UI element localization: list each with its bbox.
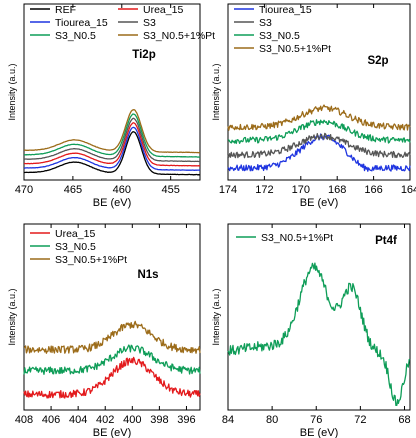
series-line-s3 [227,132,411,159]
x-axis-label: BE (eV) [93,197,132,209]
x-tick-label: 164 [401,184,416,196]
series-line-s3-n0-5 [24,113,201,158]
panel-label-n1s: N1s [137,269,158,281]
legend-label-s3-n0-5-1-pt: S3_N0.5+1%Pt [259,43,331,55]
legend-label-urea-15: Urea_15 [143,4,183,16]
x-tick-label: 76 [310,414,322,426]
x-axis-label: BE (eV) [300,427,339,438]
x-tick-label: 470 [15,184,33,196]
panel-s2p: 174 172 170 168 166 164 BE (eV) Intensity (a.u.… [211,3,416,209]
y-axis-label: Intensity (a.u.) [211,63,221,120]
series-line-urea-15 [23,356,201,399]
x-tick-label: 80 [266,414,278,426]
series-line-s3-n0-5 [228,119,411,145]
x-tick-label: 404 [69,414,87,426]
x-tick-label: 408 [15,414,33,426]
y-axis-label: Intensity (a.u.) [211,288,221,345]
panel-label-ti2p: Ti2p [132,49,155,61]
x-tick-label: 398 [150,414,168,426]
x-tick-label: 400 [123,414,141,426]
series-line-s3-n0-5-1-pt [227,104,411,131]
x-tick-label: 406 [42,414,60,426]
x-axis-label: BE (eV) [300,197,339,209]
x-tick-label: 465 [64,184,82,196]
legend-label-ref: REF [55,4,76,16]
x-tick-label: 68 [398,414,410,426]
legend-label-s3-n0-5: S3_N0.5 [55,30,96,42]
legend-label-s3-n0-5-1-pt: S3_N0.5+1%Pt [143,30,215,42]
series-line-tiourea-15 [23,126,201,172]
x-tick-label: 455 [161,184,179,196]
series-line-tiourea-15 [227,133,411,172]
x-axis-label: BE (eV) [93,427,132,438]
legend-label-s3-n0-5-1-pt: S3_N0.5+1%Pt [261,232,333,244]
x-tick-label: 396 [177,414,195,426]
series-line-s3-n0-5-1-pt [23,109,201,154]
panel-pt4f: 84 80 76 72 68 BE (eV) Intensity (a.u.) S3_N0.5… [211,223,411,438]
legend-label-s3-n0-5: S3_N0.5 [259,30,300,42]
panel-label-s2p: S2p [367,55,388,67]
legend-label-tiourea-15: Tiourea_15 [55,17,108,29]
x-tick-label: 72 [354,414,366,426]
legend-label-s3: S3 [259,17,272,29]
legend-label-s3-n0-5-1-pt: S3_N0.5+1%Pt [55,254,127,266]
legend-label-urea-15: Urea_15 [55,228,95,240]
x-tick-label: 166 [364,184,382,196]
y-axis-label: Intensity (a.u.) [7,288,17,345]
x-tick-label: 174 [219,184,237,196]
x-tick-label: 402 [96,414,114,426]
series-line-urea-15 [24,122,200,167]
plot-frame [23,3,201,181]
series-line-s3 [23,117,200,163]
panel-ti2p: 470 465 460 455 BE (eV) Intensity (a.u.) REF Ur… [7,3,215,209]
x-tick-label: 84 [222,414,234,426]
legend-label-tiourea-15: Tiourea_15 [259,4,312,16]
legend-label-s3-n0-5: S3_N0.5 [55,241,96,253]
plot-frame [227,223,411,411]
series-line-ref [23,131,200,176]
series-line-s3-n0-5 [23,344,201,375]
x-tick-label: 170 [292,184,310,196]
plot-frame [227,3,411,181]
y-axis-label: Intensity (a.u.) [7,63,17,120]
x-tick-label: 168 [328,184,346,196]
series-line-s3-n0-5-1-pt [227,262,411,407]
series-line-s3-n0-5-1-pt [23,320,201,354]
panel-label-pt4f: Pt4f [375,235,397,247]
x-tick-label: 460 [113,184,131,196]
panel-n1s: 408 406 404 402 400 398 396 BE (eV) Intensity (a… [7,223,201,438]
plot-frame [23,223,201,411]
legend-label-s3: S3 [143,17,156,29]
x-tick-label: 172 [255,184,273,196]
